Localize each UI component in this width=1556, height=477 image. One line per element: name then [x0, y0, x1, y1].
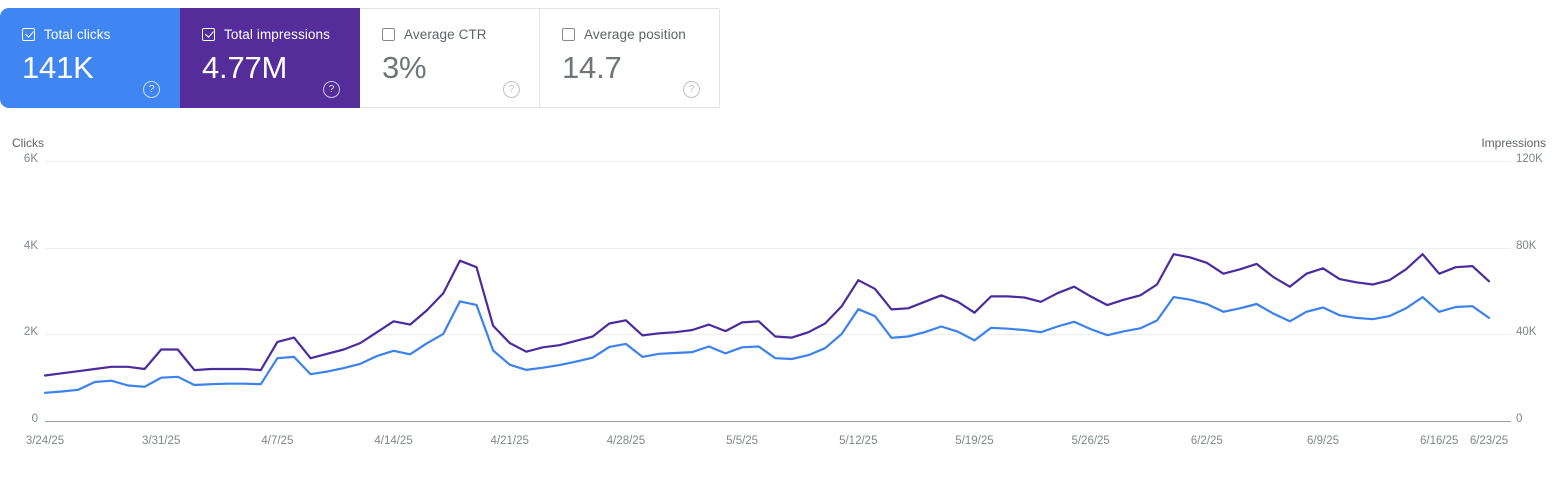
- x-tick-label: 4/7/25: [261, 435, 294, 447]
- axis-baseline: [45, 421, 1511, 422]
- gridline: [45, 334, 1511, 336]
- chart-plot-lines: [43, 253, 1491, 394]
- x-tick-label: 3/31/25: [141, 435, 181, 447]
- impressions-axis-title: Impressions: [1481, 136, 1546, 150]
- x-tick-label: 3/24/25: [25, 435, 65, 447]
- y-tick-right: 120K: [1516, 153, 1543, 165]
- metric-label: Total clicks: [44, 26, 111, 42]
- metric-cards-row: Total clicks 141K? Total impressions 4.77M?…: [0, 8, 720, 108]
- metric-value: 14.7: [562, 50, 622, 85]
- metric-card-average-ctr[interactable]: Average CTR 3%?: [360, 8, 540, 108]
- gridline: [45, 247, 1511, 249]
- checkbox-icon[interactable]: [562, 27, 575, 41]
- x-tick-label: 6/2/25: [1190, 435, 1223, 447]
- x-tick-label: 5/5/25: [726, 435, 759, 447]
- x-tick-label: 5/12/25: [839, 435, 878, 447]
- y-tick-left: 4K: [23, 239, 38, 252]
- checkbox-icon[interactable]: [22, 27, 35, 41]
- help-icon[interactable]: ?: [143, 81, 160, 98]
- metric-header: Total clicks: [22, 25, 179, 43]
- x-tick-label: 6/16/25: [1420, 435, 1459, 447]
- x-tick-label: 4/28/25: [606, 435, 646, 447]
- help-icon[interactable]: ?: [323, 81, 340, 98]
- checkbox-icon[interactable]: [382, 27, 395, 41]
- x-tick-label: 6/23/25: [1469, 435, 1509, 447]
- metric-value: 141K: [22, 50, 94, 85]
- x-tick-label: 6/9/25: [1307, 435, 1340, 447]
- series-line-total-impressions: [43, 253, 1491, 377]
- performance-chart: Clicks Impressions 0 0 2K 40K 4K 80K 6K 120K 3/…: [0, 128, 1556, 477]
- x-tick-label: 4/21/25: [490, 435, 529, 447]
- metric-label: Total impressions: [224, 26, 330, 42]
- y-tick-right: 80K: [1516, 239, 1537, 252]
- x-tick-label: 5/26/25: [1071, 435, 1110, 447]
- metric-card-total-impressions[interactable]: Total impressions 4.77M?: [180, 8, 360, 108]
- metric-header: Total impressions: [202, 25, 359, 43]
- metric-header: Average position: [562, 25, 719, 43]
- x-tick-label: 5/19/25: [955, 435, 994, 447]
- gridline: [45, 161, 1511, 162]
- series-line-total-clicks: [43, 296, 1491, 394]
- help-icon[interactable]: ?: [503, 81, 520, 98]
- metric-label: Average position: [584, 26, 686, 42]
- metric-card-average-position[interactable]: Average position 14.7?: [540, 8, 720, 108]
- metric-value: 4.77M: [202, 50, 288, 85]
- y-tick-right: 40K: [1516, 326, 1537, 339]
- checkbox-icon[interactable]: [202, 27, 215, 41]
- metric-label: Average CTR: [404, 26, 487, 42]
- y-tick-left: 6K: [23, 153, 38, 165]
- help-icon[interactable]: ?: [683, 81, 700, 98]
- y-tick-left: 2K: [23, 326, 38, 339]
- clicks-axis-title: Clicks: [12, 136, 44, 150]
- y-tick-right: 0: [1516, 413, 1523, 425]
- y-tick-left: 0: [31, 413, 38, 425]
- metric-value: 3%: [382, 50, 427, 85]
- metric-card-total-clicks[interactable]: Total clicks 141K?: [0, 8, 180, 108]
- metric-header: Average CTR: [382, 25, 539, 43]
- x-tick-label: 4/14/25: [374, 435, 413, 447]
